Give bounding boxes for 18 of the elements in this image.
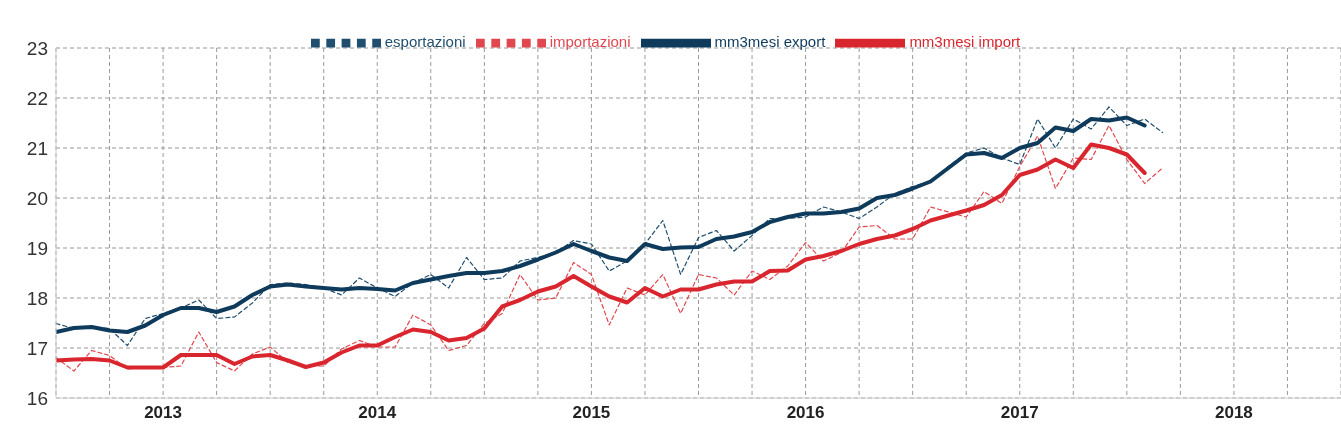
x-tick-label: 2015 [572,403,611,423]
y-tick-label: 16 [26,387,48,409]
legend-label: mm3mesi import [909,32,1021,50]
y-tick-label: 21 [26,137,48,159]
x-tick-label: 2014 [358,403,397,423]
legend-label: importazioni [549,32,631,50]
y-tick-label: 20 [26,187,48,209]
legend-label: esportazioni [384,32,466,50]
y-tick-label: 18 [26,287,48,309]
y-tick-label: 23 [26,37,48,59]
x-tick-label: 2018 [1215,403,1253,423]
y-tick-label: 22 [26,87,48,109]
y-tick-label: 17 [26,337,48,359]
x-tick-label: 2017 [1000,403,1039,423]
y-tick-label: 19 [26,237,48,259]
x-tick-label: 2013 [144,403,182,423]
x-tick-label: 2016 [786,403,825,423]
legend-label: mm3mesi export [714,32,826,50]
